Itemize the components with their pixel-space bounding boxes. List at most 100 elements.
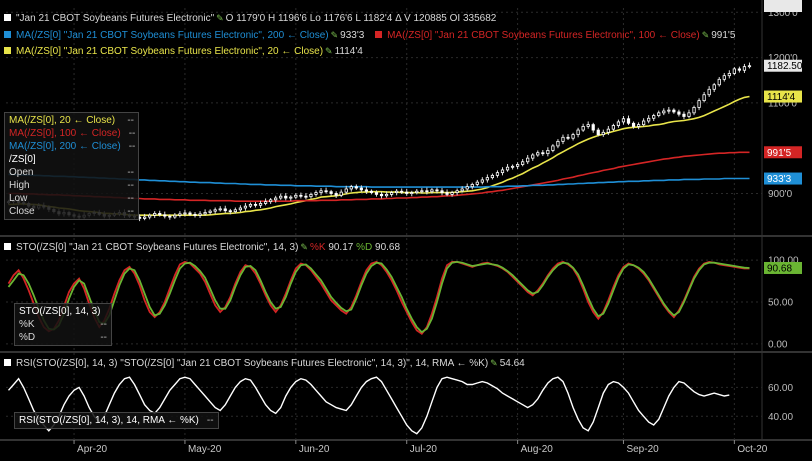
x-tick-label: May-20 — [188, 444, 222, 455]
y-tick-label: 1100'0 — [768, 98, 797, 109]
candle — [455, 188, 459, 196]
candle — [349, 184, 353, 192]
candle — [258, 200, 263, 208]
candle — [218, 206, 222, 212]
pencil-icon[interactable]: ✎ — [701, 30, 710, 40]
candle — [465, 183, 469, 192]
pencil-icon[interactable]: ✎ — [325, 46, 333, 56]
candle — [571, 132, 575, 141]
price-panel-header: "Jan 21 CBOT Soybeans Futures Electronic… — [4, 12, 496, 25]
candle-body — [148, 214, 152, 218]
candle — [354, 184, 358, 190]
candle — [626, 115, 631, 126]
candle — [153, 211, 157, 218]
candle-body — [662, 110, 666, 114]
candle-body — [153, 213, 157, 216]
candle — [551, 144, 555, 153]
candle-body — [591, 124, 595, 131]
candle-body — [203, 212, 207, 215]
rsi-box-row: RSI(STO(/ZS[0], 14, 3), 14, RMA ← %K) -- — [19, 414, 214, 427]
ma100-badge-text: 991'5 — [767, 148, 792, 159]
candle-body — [183, 212, 187, 215]
pencil-icon[interactable]: ✎ — [330, 30, 339, 40]
candle-body — [369, 190, 374, 193]
candle — [692, 105, 696, 116]
legend-ma100-label: MA(/ZS[0], 100 ← Close) — [9, 128, 121, 139]
candle-body — [253, 203, 258, 206]
sto-panel-header: STO(/ZS[0] "Jan 21 CBOT Soybeans Futures… — [4, 241, 400, 254]
candle — [208, 209, 212, 215]
candle-body — [324, 190, 328, 193]
ma100-value: 991'5 — [711, 30, 736, 41]
ma20-value: 1114'4 — [334, 46, 363, 57]
candle — [536, 150, 540, 157]
candle-body — [616, 121, 621, 126]
candle-body — [626, 118, 631, 124]
candle-body — [158, 213, 162, 216]
ma20-label: MA(/ZS[0] "Jan 21 CBOT Soybeans Futures … — [16, 46, 324, 57]
candle — [521, 159, 525, 167]
candle — [400, 188, 404, 194]
candle — [556, 139, 560, 149]
candle-body — [420, 190, 424, 193]
legend-high-value: -- — [127, 180, 134, 191]
candle-body — [213, 209, 217, 212]
candle — [238, 205, 242, 213]
candle-body — [400, 190, 404, 193]
candle-body — [349, 186, 353, 190]
candle-body — [248, 203, 253, 207]
candle — [319, 188, 323, 196]
candle — [662, 108, 666, 116]
candle-body — [596, 129, 600, 135]
candle-body — [188, 212, 192, 215]
candle-body — [178, 213, 182, 216]
pencil-icon[interactable]: ✎ — [300, 242, 308, 252]
candle-body — [238, 207, 242, 211]
ma100-badge — [764, 146, 802, 159]
sto-box-title-row: STO(/ZS[0], 14, 3) — [19, 305, 107, 318]
candle-body — [551, 145, 555, 151]
candle-body — [687, 112, 691, 117]
candle — [526, 154, 530, 165]
legend-ma100-row: MA(/ZS[0], 100 ← Close) -- — [9, 127, 135, 140]
pencil-icon[interactable]: ✎ — [490, 358, 498, 368]
candle — [712, 82, 716, 93]
ohlc-readout: O 1179'0 H 1196'6 Lo 1176'6 L 1182'4 Δ V… — [225, 13, 497, 24]
candle — [490, 173, 495, 180]
price-series-swatch — [4, 14, 11, 21]
ma100-swatch — [375, 31, 383, 38]
candle — [359, 185, 363, 193]
candle-body — [526, 157, 530, 163]
candle — [163, 211, 167, 219]
candle-body — [485, 177, 489, 181]
candle-body — [243, 205, 248, 209]
candle-body — [621, 118, 626, 123]
candle-body — [228, 210, 232, 213]
candle — [500, 167, 505, 176]
candle-body — [334, 193, 338, 196]
legend-close-label: Close — [9, 206, 35, 217]
candle-body — [329, 191, 333, 194]
candle — [611, 123, 615, 131]
candle — [601, 129, 605, 137]
candle-body — [269, 199, 273, 203]
x-tick-label: Aug-20 — [521, 444, 554, 455]
candle-body — [631, 122, 636, 127]
candle — [636, 122, 641, 130]
pencil-icon[interactable]: ✎ — [216, 13, 224, 23]
candle — [374, 190, 379, 197]
y-tick-label: 900'0 — [768, 189, 793, 200]
candle-body — [475, 181, 479, 185]
candle-body — [531, 154, 535, 159]
rsi-y-tick-label: 40.00 — [768, 412, 793, 423]
rsi-line — [7, 376, 730, 435]
candle-body — [722, 75, 726, 80]
candle-body — [465, 186, 469, 190]
candle — [672, 108, 676, 114]
candle — [173, 212, 177, 219]
candle — [309, 192, 313, 199]
sto-box-d-label: %D — [19, 332, 36, 343]
ma200-label: MA(/ZS[0] "Jan 21 CBOT Soybeans Futures … — [16, 30, 329, 41]
candle — [395, 188, 399, 196]
candle-body — [405, 191, 409, 194]
